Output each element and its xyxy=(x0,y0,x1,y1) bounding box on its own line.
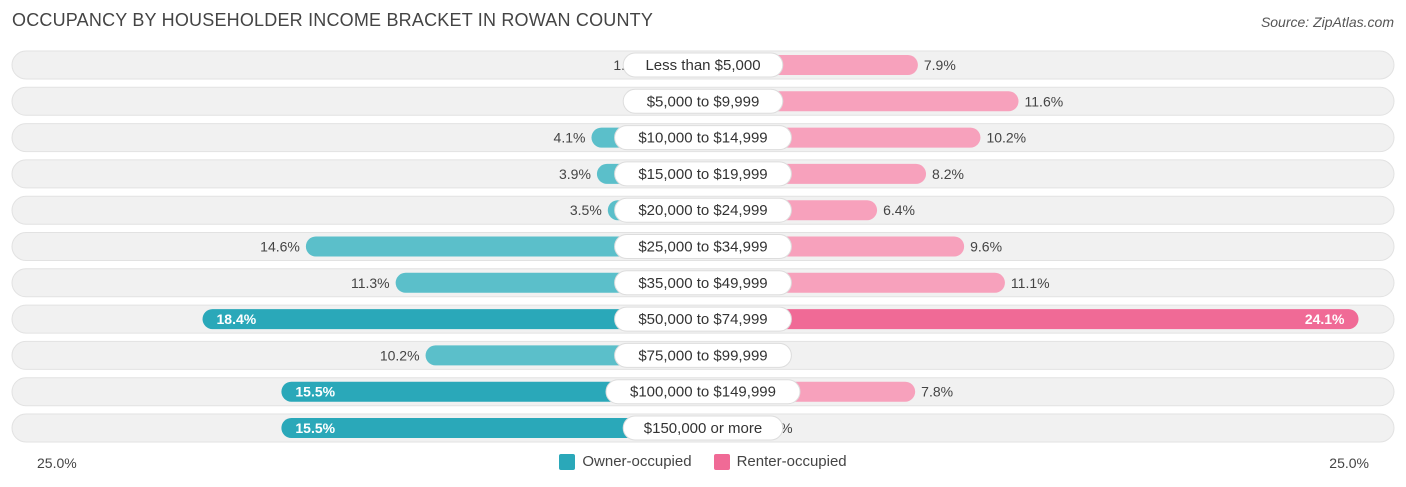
category-pill xyxy=(614,270,792,296)
legend-owner-swatch xyxy=(559,453,576,470)
owner-value-label: 14.6% xyxy=(260,239,300,255)
renter-value-label: 7.9% xyxy=(924,57,956,73)
legend-renter-swatch xyxy=(713,453,730,470)
renter-bar xyxy=(703,309,1359,330)
axis-right-label: 25.0% xyxy=(1329,455,1369,471)
category-label: $20,000 to $24,999 xyxy=(638,202,767,219)
legend-owner-label: Owner-occupied xyxy=(582,453,692,470)
category-label: $100,000 to $149,999 xyxy=(630,384,776,401)
renter-value-label: 6.4% xyxy=(883,202,915,218)
owner-value-label: 18.4% xyxy=(217,311,257,327)
category-pill xyxy=(622,52,784,78)
legend: Owner-occupied Renter-occupied xyxy=(0,453,1406,470)
renter-value-label: 11.1% xyxy=(1011,275,1050,291)
owner-bar xyxy=(202,309,703,330)
category-pill xyxy=(605,379,801,405)
owner-value-label: 15.5% xyxy=(295,384,335,400)
owner-value-label: 4.1% xyxy=(554,130,586,146)
owner-bar xyxy=(281,418,703,438)
owner-value-label: 3.5% xyxy=(570,202,602,218)
source-note: Source: ZipAtlas.com xyxy=(1260,14,1394,30)
category-pill xyxy=(614,342,792,368)
renter-value-label: 7.8% xyxy=(921,384,953,400)
owner-bar xyxy=(281,381,703,402)
renter-value-label: 8.2% xyxy=(932,166,964,182)
category-label: Less than $5,000 xyxy=(645,57,760,74)
renter-value-label: 9.6% xyxy=(970,239,1002,255)
category-label: $50,000 to $74,999 xyxy=(638,311,767,328)
owner-value-label: 11.3% xyxy=(351,275,390,291)
category-pill xyxy=(614,197,792,223)
legend-renter: Renter-occupied xyxy=(713,453,847,470)
renter-value-label: 11.6% xyxy=(1025,93,1064,109)
category-pill xyxy=(622,415,784,441)
legend-owner: Owner-occupied xyxy=(559,453,692,470)
renter-value-label: 24.1% xyxy=(1305,311,1345,327)
owner-value-label: 3.9% xyxy=(559,166,591,182)
category-pill xyxy=(614,234,792,259)
diverging-bar-chart: 1.9%7.9%Less than $5,0001.2%11.6%$5,000 … xyxy=(11,50,1395,443)
category-label: $10,000 to $14,999 xyxy=(638,130,767,147)
category-pill xyxy=(614,125,792,151)
category-pill xyxy=(614,161,792,187)
category-pill xyxy=(622,88,784,114)
axis-left-label: 25.0% xyxy=(37,455,77,471)
owner-value-label: 15.5% xyxy=(295,420,335,436)
category-label: $150,000 or more xyxy=(644,420,762,437)
legend-renter-label: Renter-occupied xyxy=(736,453,847,470)
category-label: $15,000 to $19,999 xyxy=(638,166,767,183)
renter-value-label: 10.2% xyxy=(986,130,1026,146)
category-label: $25,000 to $34,999 xyxy=(638,239,767,256)
category-label: $5,000 to $9,999 xyxy=(647,93,760,110)
chart-title: OCCUPANCY BY HOUSEHOLDER INCOME BRACKET … xyxy=(12,10,654,30)
category-label: $35,000 to $49,999 xyxy=(638,275,767,292)
category-pill xyxy=(614,306,792,332)
owner-bar xyxy=(305,236,703,257)
owner-value-label: 10.2% xyxy=(380,347,420,363)
category-label: $75,000 to $99,999 xyxy=(638,347,767,364)
